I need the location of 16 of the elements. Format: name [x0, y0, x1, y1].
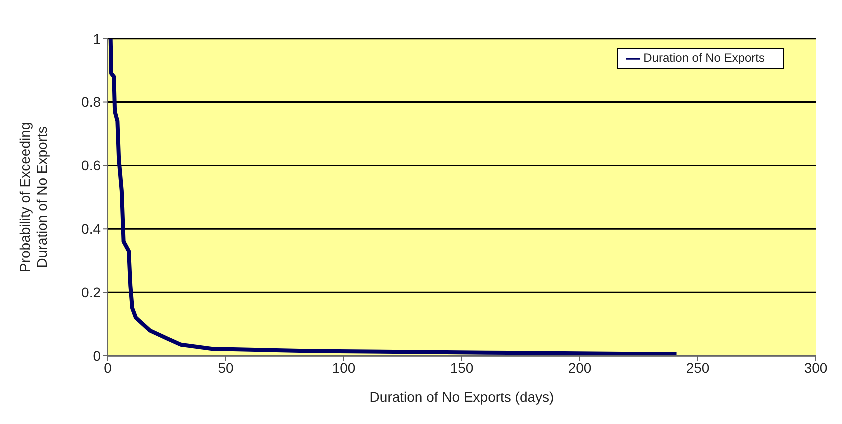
y-tick-label: 0.2: [82, 284, 102, 301]
x-tick-label: 300: [804, 360, 828, 376]
y-tick-label: 0.6: [82, 158, 102, 174]
y-axis-title: Probability of Exceeding Duration of No Exports: [17, 122, 50, 273]
x-axis-title: Duration of No Exports (days): [370, 389, 554, 405]
x-tick-label: 250: [686, 360, 710, 376]
y-tick-label: 0: [93, 348, 102, 364]
x-tick-label: 100: [332, 360, 356, 376]
x-tick-label: 0: [104, 360, 112, 376]
x-tick-label: 200: [568, 360, 592, 376]
y-tick-label: 0.4: [82, 221, 102, 238]
x-tick-label: 50: [218, 360, 234, 376]
x-tick-label: 150: [450, 360, 474, 376]
y-tick-label: 1: [93, 30, 102, 47]
y-tick-label: 0.8: [82, 94, 102, 110]
legend-label: Duration of No Exports: [644, 51, 765, 65]
